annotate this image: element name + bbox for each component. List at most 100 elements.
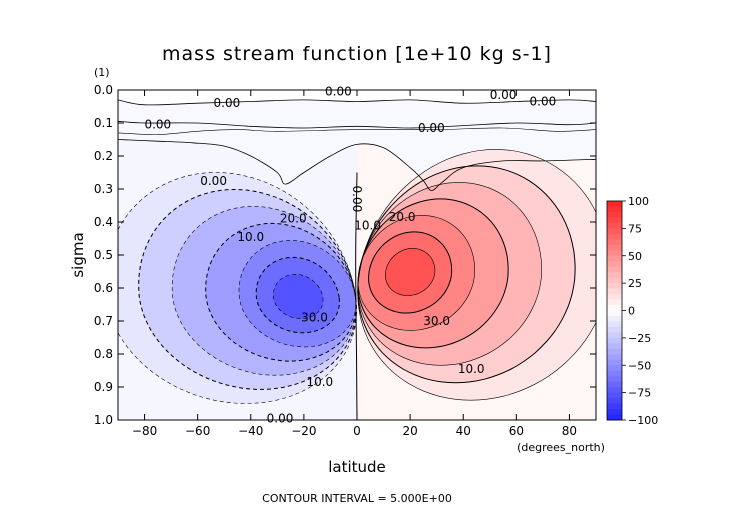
colorbar-swatch (607, 239, 622, 246)
colorbar-swatch (607, 299, 622, 306)
colorbar-swatch (607, 343, 622, 350)
x-tick-label: 40 (456, 424, 471, 438)
zero-contour-top (118, 99, 596, 106)
positive-cell-contour-25 (357, 215, 476, 331)
plot-area: 0.00 0.00 0.00 0.00 0.00 0.00 0.00 0.00 10.0 20.0… (117, 85, 597, 425)
positive-cell-contour-35 (384, 248, 436, 296)
y-tick-label: 0.6 (94, 281, 113, 295)
y-tick-label: 0.9 (94, 380, 113, 394)
colorbar-swatch (607, 326, 622, 333)
contour-label-0: 0.00 (325, 85, 352, 99)
contour-label-5: 0.00 (418, 121, 445, 135)
colorbar-tick-label: 25 (628, 277, 642, 290)
positive-cell-contour-30 (368, 231, 453, 314)
colorbar-swatch (607, 387, 622, 394)
contour-label-14: 20.0 (389, 210, 416, 224)
contour-interval-note: CONTOUR INTERVAL = 5.000E+00 (262, 492, 452, 505)
colorbar-swatch (607, 233, 622, 240)
negative-cell-contour-30 (255, 256, 341, 334)
colorbar-swatch (607, 201, 622, 207)
negative-cell-contour-25 (238, 240, 357, 348)
contour-label-8: 10.0 (237, 230, 264, 244)
contour-label-7: 0.00 (350, 186, 364, 213)
colorbar-swatch (607, 354, 622, 361)
contour-label-16: 10.0 (458, 362, 485, 376)
x-tick-label: −20 (291, 424, 316, 438)
colorbar-tick-label: 50 (628, 250, 642, 263)
contour-label-15: 30.0 (423, 314, 450, 328)
zero-contour-upper (118, 139, 596, 191)
positive-cell-fill-35 (385, 248, 435, 296)
colorbar-swatch (607, 277, 622, 284)
negative-cell-contour-15 (171, 206, 357, 376)
colorbar-swatch (607, 211, 622, 218)
zero-contour-upper-3 (118, 127, 596, 135)
x-axis-label: latitude (328, 458, 386, 476)
x-tick-label: 20 (402, 424, 417, 438)
colorbar-swatch (607, 359, 622, 366)
y-axis-label: sigma (69, 232, 87, 277)
colorbar-swatch (607, 315, 622, 322)
contour-label-13: 10.0 (354, 218, 381, 232)
colorbar-swatch (607, 228, 622, 235)
colorbar-swatch (607, 414, 622, 421)
contour-label-6: 0.00 (200, 174, 227, 188)
upper-band-fill (118, 90, 596, 191)
contour-label-10: 30.0 (301, 311, 328, 325)
contour-label-12: 0.00 (267, 411, 294, 425)
contour-label-1: 0.00 (490, 88, 517, 102)
colorbar-swatch (607, 370, 622, 377)
colorbar-swatch (607, 409, 622, 415)
colorbar-swatch (607, 376, 622, 383)
colorbar-swatch (607, 348, 622, 355)
contour-label-2: 0.00 (530, 95, 557, 109)
negative-cell-fill-35 (273, 274, 323, 319)
colorbar-swatch (607, 337, 622, 344)
x-tick-label: 80 (562, 424, 577, 438)
colorbar-tick-label: 0 (628, 305, 635, 318)
colorbar-swatch (607, 283, 622, 289)
colorbar-swatch (607, 255, 622, 262)
colorbar-tick-label: 75 (628, 222, 642, 235)
colorbar-tick-label: 100 (628, 195, 649, 208)
colorbar-swatch (607, 392, 622, 399)
zero-contour-upper-2 (118, 120, 596, 129)
x-tick-label: 60 (509, 424, 524, 438)
colorbar-swatch (607, 250, 622, 257)
contour-label-11: 10.0 (306, 375, 333, 389)
colorbar-swatch (607, 294, 622, 300)
negative-cell-contour-20 (205, 222, 357, 362)
colorbar-swatch (607, 222, 622, 229)
colorbar: 100 75 50 25 0 −25 −50 −75 −100 (606, 195, 658, 427)
x-tick-label: −60 (185, 424, 210, 438)
scale-note: (1) (94, 66, 110, 79)
colorbar-swatch (607, 365, 622, 372)
colorbar-swatch (607, 398, 622, 404)
y-tick-label: 0.2 (94, 149, 113, 163)
colorbar-tick-label: −100 (628, 414, 658, 427)
colorbar-swatch (607, 310, 622, 317)
colorbar-swatch (607, 266, 622, 273)
y-tick-label: 1.0 (94, 413, 113, 427)
y-tick-label: 0.1 (94, 116, 113, 130)
contour-label-3: 0.00 (214, 96, 241, 110)
x-axis: −80 −60 −40 −20 0 20 40 60 80 (132, 90, 577, 438)
y-tick-label: 0.3 (94, 182, 113, 196)
y-tick-label: 0.0 (94, 83, 113, 97)
colorbar-tick-label: −75 (628, 387, 651, 400)
y-tick-label: 0.7 (94, 314, 113, 328)
colorbar-swatch (607, 305, 622, 311)
colorbar-swatch (607, 381, 622, 388)
contour-label-9: 20.0 (280, 212, 307, 226)
colorbar-tick-label: −50 (628, 359, 651, 372)
colorbar-swatch (607, 272, 622, 279)
x-tick-label: −40 (238, 424, 263, 438)
x-tick-label: −80 (132, 424, 157, 438)
y-tick-label: 0.5 (94, 248, 113, 262)
colorbar-swatch (607, 244, 622, 251)
colorbar-swatch (607, 288, 622, 295)
colorbar-swatch (607, 217, 622, 224)
chart-title: mass stream function [1e+10 kg s-1] (162, 43, 552, 65)
y-tick-label: 0.4 (94, 215, 113, 229)
